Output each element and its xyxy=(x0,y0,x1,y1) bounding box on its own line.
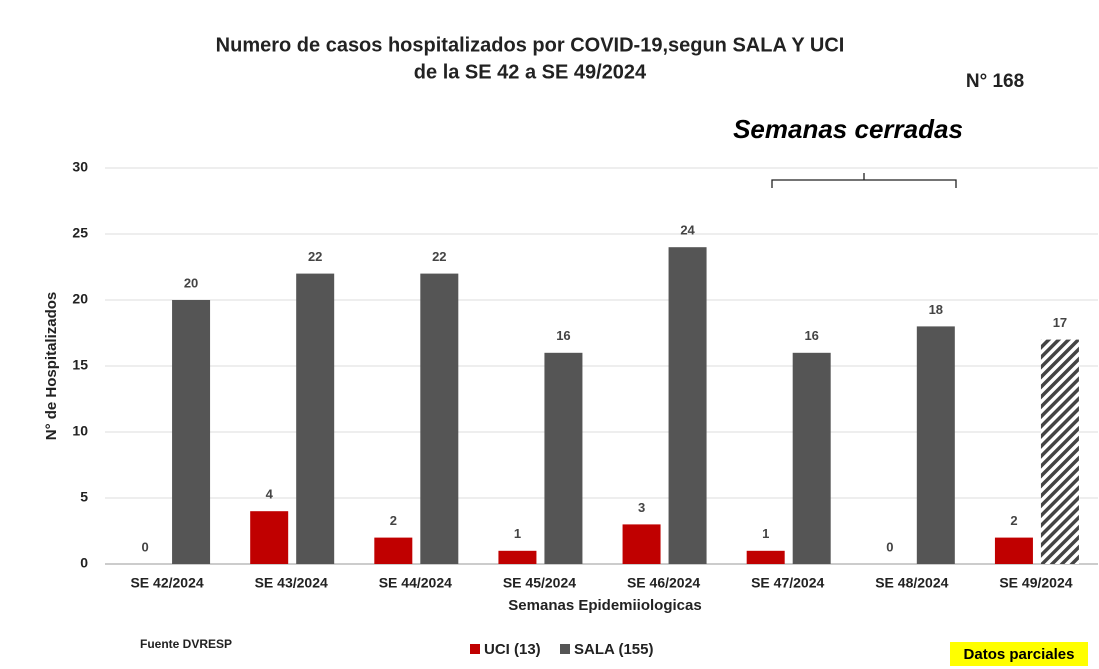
bar xyxy=(296,273,335,564)
y-tick-label: 20 xyxy=(72,291,88,307)
data-label: 0 xyxy=(141,539,148,554)
legend-label: SALA (155) xyxy=(574,641,653,658)
bracket xyxy=(771,173,957,188)
data-label: 20 xyxy=(184,275,198,290)
data-label: 16 xyxy=(556,328,570,343)
chart-subtitle: de la SE 42 a SE 49/2024 xyxy=(414,61,647,83)
data-label: 3 xyxy=(638,500,645,515)
data-label: 16 xyxy=(804,328,818,343)
y-tick-label: 0 xyxy=(80,555,88,571)
x-tick-label: SE 46/2024 xyxy=(627,575,700,591)
bar xyxy=(420,273,459,564)
note: Datos parciales xyxy=(964,646,1075,663)
x-tick-label: SE 43/2024 xyxy=(255,575,328,591)
bar xyxy=(622,524,661,564)
bar xyxy=(374,537,413,564)
data-label: 24 xyxy=(680,223,695,238)
note-highlight xyxy=(950,642,1088,666)
bar xyxy=(172,300,211,564)
y-tick-label: 30 xyxy=(72,159,88,175)
x-tick-label: SE 42/2024 xyxy=(130,575,203,591)
x-tick-label: SE 47/2024 xyxy=(751,575,824,591)
bar xyxy=(668,247,707,564)
y-tick-label: 5 xyxy=(80,489,88,505)
legend-swatch xyxy=(470,644,480,654)
data-label: 1 xyxy=(762,526,769,541)
report-number: N° 168 xyxy=(966,71,1024,92)
data-label: 17 xyxy=(1053,315,1067,330)
y-tick-label: 25 xyxy=(72,225,88,241)
y-tick-label: 15 xyxy=(72,357,88,373)
y-axis-label: N° de Hospitalizados xyxy=(43,292,60,441)
x-axis-label: Semanas Epidemiiologicas xyxy=(508,597,701,614)
data-label: 18 xyxy=(929,302,943,317)
data-label: 4 xyxy=(266,487,274,502)
legend-swatch xyxy=(560,644,570,654)
x-tick-label: SE 49/2024 xyxy=(999,575,1072,591)
bar xyxy=(250,511,289,564)
x-tick-label: SE 48/2024 xyxy=(875,575,948,591)
bar xyxy=(792,352,831,564)
source: Fuente DVRESP xyxy=(140,637,232,651)
data-label: 2 xyxy=(1010,513,1017,528)
annotation: Semanas cerradas xyxy=(733,114,963,144)
data-label: 1 xyxy=(514,526,521,541)
x-tick-label: SE 44/2024 xyxy=(379,575,452,591)
bar xyxy=(994,537,1033,564)
x-tick-label: SE 45/2024 xyxy=(503,575,576,591)
y-tick-label: 10 xyxy=(72,423,88,439)
chart-title: Numero de casos hospitalizados por COVID… xyxy=(216,34,845,56)
data-label: 2 xyxy=(390,513,397,528)
data-label: 22 xyxy=(432,249,446,264)
data-label: 0 xyxy=(886,539,893,554)
bar xyxy=(498,550,537,564)
legend-label: UCI (13) xyxy=(484,641,541,658)
data-label: 22 xyxy=(308,249,322,264)
bar xyxy=(1040,339,1079,564)
bar xyxy=(746,550,785,564)
bar xyxy=(544,352,583,564)
bar xyxy=(916,326,955,564)
